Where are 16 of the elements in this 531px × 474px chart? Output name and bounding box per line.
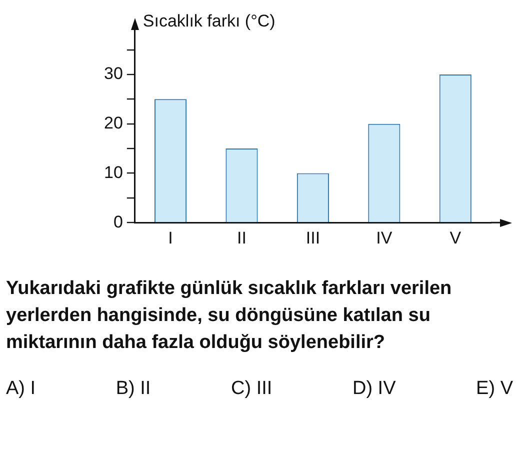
y-tick-label: 10 <box>104 162 123 182</box>
x-tick-label: II <box>237 228 246 248</box>
x-tick-label: V <box>450 228 462 248</box>
text: A) I <box>6 378 36 400</box>
y-tick-label: 0 <box>113 212 123 232</box>
y-tick-label: 20 <box>104 114 123 133</box>
text: C) III <box>231 378 272 400</box>
x-tick-label: I <box>168 228 173 248</box>
text: E) V <box>476 378 513 400</box>
y-tick-label: 30 <box>104 64 123 84</box>
y-axis-title: Sıcaklık farkı (°C) <box>142 12 276 31</box>
text: Yukarıdaki grafikte günlük sıcaklık farkları verilen yerlerden hangisinde, su döngüsüne katılan su miktarının daha fazla olduğu söylenebilir? <box>5 277 453 355</box>
text: B) II <box>116 378 151 400</box>
x-tick-label: III <box>306 228 320 248</box>
x-tick-label: IV <box>376 228 393 248</box>
text: D) IV <box>352 378 396 400</box>
